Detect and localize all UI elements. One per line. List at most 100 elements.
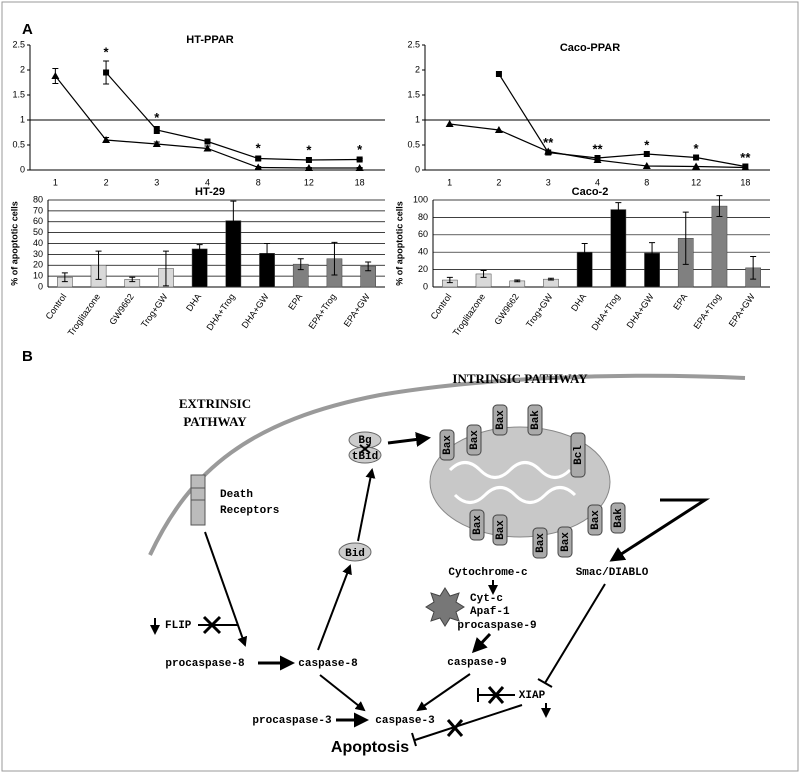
y-tick-label: 1 [20, 114, 25, 124]
point [51, 72, 60, 79]
block-mark [487, 686, 505, 704]
point [305, 157, 312, 163]
y-tick-label: 0 [423, 281, 428, 291]
protein-label: Bcl [573, 445, 585, 465]
apoptosome [425, 587, 465, 627]
y-tick-label: 30 [33, 249, 43, 259]
protein-label: Bax [495, 520, 507, 540]
membrane-protein [527, 404, 543, 436]
label: XIAP [519, 690, 546, 702]
error-bar [162, 250, 169, 287]
point [203, 144, 212, 152]
point [102, 136, 111, 143]
membrane-protein [469, 509, 485, 541]
label: procaspase-3 [252, 715, 332, 727]
error-bar [297, 258, 304, 271]
error-bar [480, 269, 487, 278]
y-tick-label: 20 [33, 260, 43, 270]
y-tick-label: 2 [20, 64, 25, 74]
protein-label: Bax [590, 510, 602, 530]
label: Bid [345, 548, 365, 560]
arrow [609, 498, 711, 562]
inhibit-bar [537, 678, 553, 688]
point [642, 162, 651, 169]
membrane-protein [492, 404, 508, 436]
error-bar [95, 250, 102, 280]
x-tick-label: 1 [447, 177, 452, 187]
error-bar [196, 244, 203, 254]
apoptosis: Apoptosis [331, 739, 409, 756]
point [153, 127, 160, 133]
diagram: EXTRINSIC PATHWAY INTRINSIC PATHWAY Deat… [148, 371, 746, 756]
pathway-label: EXTRINSIC [179, 396, 251, 411]
bar [610, 209, 627, 288]
y-tick-label: 0 [20, 164, 25, 174]
chart-title: Caco-2 [572, 186, 609, 198]
error-bar [716, 195, 723, 218]
annotation: ** [543, 135, 554, 150]
inhibit [544, 583, 606, 684]
membrane-protein [557, 526, 573, 558]
label: tBid [352, 451, 378, 463]
point [254, 163, 263, 171]
membrane-protein [466, 424, 482, 456]
point [304, 164, 313, 171]
label: caspase-8 [298, 658, 358, 670]
label: FLIP [165, 620, 192, 632]
label: Receptors [220, 505, 279, 517]
error-bar [446, 276, 453, 284]
y-tick-label: 40 [418, 247, 428, 257]
membrane-protein [532, 527, 548, 559]
bar [711, 205, 728, 288]
x-tick-label: 2 [496, 177, 501, 187]
point [356, 156, 363, 163]
point [204, 138, 211, 145]
annotation: ** [740, 150, 751, 165]
annotation: * [306, 142, 312, 157]
x-tick-label: 3 [154, 177, 159, 187]
pathway-label: INTRINSIC PATHWAY [452, 371, 588, 386]
point [742, 163, 749, 170]
y-tick-label: 10 [33, 271, 43, 281]
arrow [357, 468, 376, 542]
point [355, 164, 364, 171]
y-tick-label: 60 [33, 216, 43, 226]
protein-label: Bax [535, 533, 547, 553]
label: Cytochrome-c [448, 567, 527, 579]
error-bar [264, 243, 271, 264]
point [255, 155, 262, 162]
series-line [498, 73, 746, 168]
error-bar [230, 200, 237, 241]
x-tick-label: 1 [53, 177, 58, 187]
annotation: ** [592, 141, 603, 156]
mito-proteins: Bax Bax Bax Bak Bcl Bax Bax Bax Bax Bax Bak [439, 404, 626, 559]
membrane-protein [439, 429, 455, 461]
arrow [387, 432, 431, 447]
bid-node [338, 542, 372, 562]
label: Cyt-c [470, 593, 503, 605]
error-bar [547, 277, 554, 281]
arrow [416, 673, 471, 712]
point [643, 151, 650, 157]
annotation: * [644, 137, 650, 152]
y-tick-label: 2.5 [12, 39, 25, 49]
label: Death [220, 489, 253, 501]
annotation: * [357, 142, 363, 157]
label: caspase-9 [447, 657, 506, 669]
point [103, 69, 110, 76]
x-tick-label: 4 [595, 177, 600, 187]
y-tick-label: 0 [415, 164, 420, 174]
protein-label: Bax [472, 515, 484, 535]
y-tick-label: 1.5 [12, 89, 25, 99]
chart-title: HT-PPAR [186, 34, 234, 46]
membrane-protein [610, 502, 626, 534]
membrane-protein [570, 432, 586, 478]
y-tick-label: 40 [33, 238, 43, 248]
y-tick-label: 2.5 [407, 39, 420, 49]
protein-label: Bax [560, 532, 572, 552]
x-tick-label: 12 [691, 177, 701, 187]
y-tick-label: 50 [33, 227, 43, 237]
annotation: * [694, 141, 700, 156]
